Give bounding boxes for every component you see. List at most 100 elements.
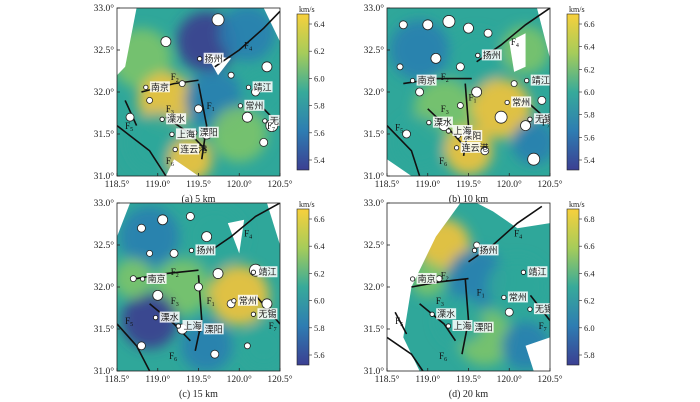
station-circle: [125, 112, 135, 122]
station-circle: [259, 137, 269, 147]
fault-label-sub: 1: [482, 293, 485, 299]
city-label: 上海: [453, 125, 471, 136]
city-label-bg: [195, 244, 216, 256]
fault-label: F6: [439, 351, 447, 363]
station-circle: [483, 28, 493, 38]
x-tick-label: 120.5°: [267, 179, 292, 190]
city-label: 上海: [177, 128, 195, 139]
colorbar-tick-label: 6.4: [584, 268, 595, 278]
station-circle: [471, 86, 483, 98]
y-tick-label: 32.5°: [94, 45, 115, 56]
fault-label-sub: 4: [249, 235, 252, 241]
fault-label: F7: [539, 321, 547, 333]
fault-label-sub: 5: [400, 322, 403, 328]
masked-region: [117, 203, 131, 237]
colorbar-tick-label: 6.2: [314, 46, 325, 56]
colorbar-tick-label: 5.6: [314, 350, 325, 360]
fault-label-sub: 6: [171, 162, 174, 168]
city-marker: [445, 323, 452, 329]
city-marker: [245, 84, 252, 90]
station-circle: [212, 268, 224, 279]
station-circle: [430, 53, 442, 64]
city-label-bg: [252, 81, 273, 93]
city-marker: [140, 276, 146, 282]
velocity-blob: [119, 206, 180, 267]
y-tick-label: 32.0°: [94, 87, 115, 98]
station-circle: [185, 212, 195, 221]
colorbar-tick-label: 6.4: [314, 19, 325, 29]
city-label: 靖江: [254, 81, 272, 92]
city-label: 溧阳: [205, 324, 223, 334]
colorbar-tick-label: 6.8: [584, 214, 595, 224]
fault-label-sub: 5: [400, 129, 403, 135]
panel-caption: (c) 15 km: [179, 389, 218, 400]
y-tick-label: 32.0°: [364, 87, 385, 98]
x-tick-label: 120.0°: [497, 374, 522, 385]
fault-label: F6: [166, 156, 174, 168]
colorbar-tick-label: 5.8: [584, 110, 595, 120]
colorbar-tick-label: 6.6: [584, 241, 595, 251]
city-label: 靖江: [528, 266, 546, 277]
fault-label: F5: [395, 316, 403, 328]
fault-label: F7: [267, 121, 275, 133]
fault-label-sub: 2: [176, 273, 179, 279]
city-label-bg: [511, 96, 532, 108]
station-circle: [261, 61, 273, 73]
station-circle: [455, 62, 465, 72]
x-tick-label: 119.0°: [415, 179, 440, 190]
city-label: 溧阳: [463, 131, 481, 141]
station-circle: [241, 111, 253, 123]
velocity-blob: [211, 106, 268, 162]
city-label: 靖江: [258, 266, 276, 277]
fault-label: F1: [469, 92, 477, 104]
city-label: 无锡: [535, 304, 553, 314]
city-label-bg: [244, 99, 265, 111]
city-label: 溧水: [161, 312, 179, 323]
city-label: 南京: [151, 81, 169, 92]
station-circle: [243, 342, 251, 350]
city-marker: [169, 131, 175, 137]
city-marker: [520, 269, 527, 275]
fault-label-sub: 3: [441, 302, 444, 308]
y-tick-label: 33.0°: [94, 198, 115, 209]
y-tick-label: 31.5°: [364, 129, 385, 140]
fault-label: F6: [169, 351, 177, 363]
fault-label-sub: 2: [446, 277, 449, 283]
city-marker: [445, 128, 452, 134]
fault-label: F1: [207, 101, 215, 113]
fault-label: F1: [207, 296, 215, 308]
colorbar-tick-label: 6.2: [584, 296, 595, 306]
fault-label: F2: [171, 72, 179, 84]
y-tick-label: 32.0°: [94, 282, 115, 293]
city-marker: [237, 103, 243, 109]
fault-label-sub: 3: [446, 110, 449, 116]
fault-label: F1: [477, 287, 485, 299]
city-label-bg: [473, 321, 494, 333]
x-tick-label: 118.5°: [375, 374, 400, 385]
x-tick-label: 119.0°: [145, 374, 170, 385]
colorbar-unit: km/s: [299, 5, 315, 14]
fault-line: [214, 10, 280, 68]
city-label: 上海: [453, 320, 471, 331]
colorbar-tick-label: 5.6: [584, 132, 595, 142]
x-tick-label: 120.5°: [537, 179, 562, 190]
city-label: 溧阳: [475, 323, 493, 333]
city-label-bg: [478, 244, 499, 256]
city-label-bg: [175, 128, 196, 140]
masked-region: [165, 159, 199, 176]
fault-label-sub: 7: [274, 327, 277, 333]
fault-label: F2: [441, 72, 449, 84]
colorbar-tick-label: 6.6: [584, 19, 595, 29]
city-label: 无锡: [535, 114, 553, 124]
station-circle: [504, 307, 514, 317]
city-marker: [172, 146, 178, 153]
city-label: 扬州: [197, 244, 215, 255]
fault-label-sub: 4: [516, 43, 519, 49]
city-marker: [197, 56, 203, 62]
fault-label-sub: 7: [272, 127, 275, 133]
colorbar-tick-label: 5.6: [314, 128, 325, 138]
colorbar-tick-label: 5.8: [584, 350, 595, 360]
